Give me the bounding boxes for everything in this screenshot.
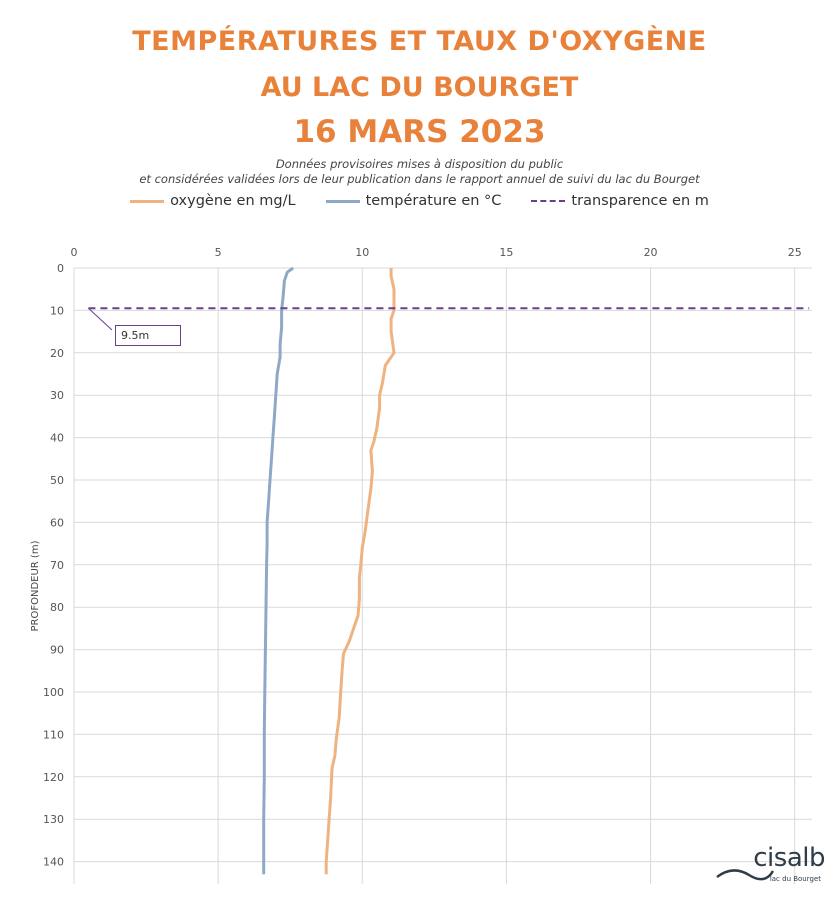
- logo-name: cisalb: [753, 843, 825, 873]
- y-tick-label: 60: [50, 516, 64, 529]
- y-tick-label: 100: [43, 686, 64, 699]
- y-tick-label: 40: [50, 432, 64, 445]
- subtitle-line-1: Données provisoires mises à disposition …: [275, 157, 564, 171]
- y-tick-label: 10: [50, 304, 64, 317]
- y-tick-label: 90: [50, 644, 64, 657]
- legend-item-temperature: température en °C: [325, 193, 502, 209]
- legend-item-oxygen: oxygène en mg/L: [130, 193, 296, 209]
- title-line-1: TEMPÉRATURES ET TAUX D'OXYGÈNE: [132, 26, 707, 57]
- x-tick-label: 15: [499, 246, 513, 259]
- legend-label-oxygen: oxygène en mg/L: [170, 193, 296, 209]
- cisalb-logo: cisalb lac du Bourget: [715, 843, 825, 887]
- series-line-temperature: [262, 266, 294, 875]
- title-line-3: 16 MARS 2023: [293, 114, 546, 150]
- logo-tagline: lac du Bourget: [769, 875, 821, 883]
- legend-swatch-oxygen: [130, 199, 165, 203]
- wave-icon: [716, 869, 775, 881]
- legend-item-transparency: transparence en m: [531, 193, 709, 209]
- x-tick-label: 25: [788, 246, 802, 259]
- x-tick-label: 0: [71, 246, 78, 259]
- annotation-leader-line: [88, 307, 113, 331]
- y-axis-title: PROFONDEUR (m): [30, 540, 41, 631]
- transparency-annotation: 9.5m: [115, 325, 181, 346]
- legend-label-temperature: température en °C: [365, 193, 502, 209]
- legend-label-transparency: transparence en m: [571, 193, 709, 209]
- legend-swatch-temperature: [325, 199, 360, 203]
- y-tick-label: 120: [43, 771, 64, 784]
- series-line-oxygen: [324, 268, 396, 875]
- y-tick-label: 30: [50, 389, 64, 402]
- y-tick-label: 20: [50, 347, 64, 360]
- y-tick-label: 0: [57, 262, 64, 275]
- x-tick-label: 10: [355, 246, 369, 259]
- y-tick-label: 140: [43, 856, 64, 869]
- x-tick-label: 5: [215, 246, 222, 259]
- x-tick-label: 20: [644, 246, 658, 259]
- title-line-2: AU LAC DU BOURGET: [260, 72, 579, 103]
- chart-legend: oxygène en mg/L température en °C transp…: [0, 193, 839, 209]
- y-tick-label: 130: [43, 813, 64, 826]
- subtitle-line-2: et considérées validées lors de leur pub…: [139, 172, 700, 186]
- y-tick-label: 50: [50, 474, 64, 487]
- y-tick-label: 80: [50, 601, 64, 614]
- y-tick-label: 110: [43, 728, 64, 741]
- legend-swatch-transparency: [531, 200, 566, 202]
- y-tick-label: 70: [50, 559, 64, 572]
